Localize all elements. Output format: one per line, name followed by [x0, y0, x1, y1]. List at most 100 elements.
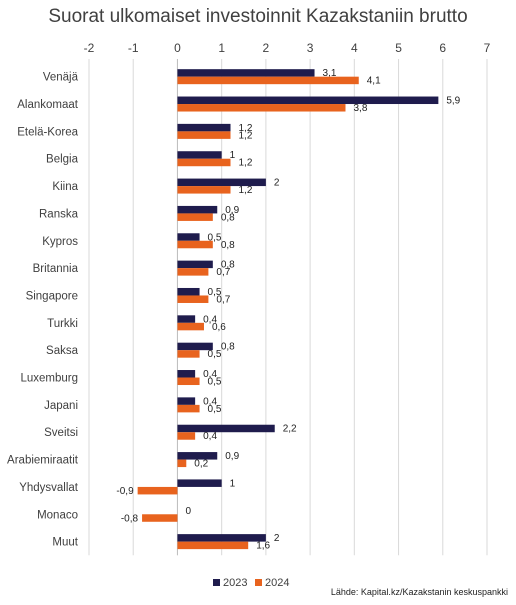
category-label: Kypros	[42, 236, 78, 248]
data-label: 0,9	[225, 451, 239, 462]
x-tick-label: 3	[307, 41, 314, 55]
data-label: 1,2	[239, 158, 253, 169]
bar-2024	[177, 459, 187, 468]
data-label: 0,4	[203, 431, 217, 442]
data-label: 0,8	[221, 260, 235, 271]
bar-2023	[177, 205, 218, 214]
bar-2024	[177, 350, 200, 358]
category-label: Japani	[44, 400, 78, 412]
data-label: 0,6	[212, 322, 226, 333]
category-label: Yhdysvallat	[19, 482, 79, 494]
bar-2024	[177, 186, 231, 194]
data-label: 0,5	[208, 349, 222, 360]
category-label: Sveitsi	[44, 427, 78, 439]
bar-2024	[177, 76, 359, 85]
bar-2023	[177, 123, 231, 132]
bar-2024	[177, 104, 346, 112]
chart-title: Suorat ulkomaiset investoinnit Kazakstan…	[48, 6, 468, 27]
bar-2024	[177, 131, 231, 139]
x-tick-label: 4	[351, 41, 358, 55]
category-label: Turkki	[47, 318, 78, 330]
x-tick-label: 7	[484, 41, 491, 55]
category-label: Ranska	[39, 208, 79, 220]
bar-2024	[177, 541, 249, 550]
data-label: 1,6	[256, 541, 270, 552]
data-label: 5,9	[446, 96, 460, 107]
bar-2023	[177, 370, 196, 378]
data-label: 0,5	[208, 232, 222, 243]
bar-2024	[177, 295, 209, 303]
category-label: Muut	[52, 537, 78, 549]
bar-2023	[177, 69, 315, 77]
category-label: Luxemburg	[20, 373, 78, 385]
bar-2023	[177, 151, 222, 159]
bar-2024	[177, 158, 231, 167]
data-label: 0,4	[203, 314, 217, 325]
data-label: 1,2	[239, 185, 253, 196]
data-label: 0,5	[208, 377, 222, 388]
category-label: Alankomaat	[17, 99, 79, 111]
x-tick-label: 1	[218, 41, 225, 55]
legend-swatch	[213, 579, 220, 586]
bar-2023	[177, 534, 266, 542]
bar-2023	[177, 233, 200, 241]
x-tick-label: -2	[84, 41, 95, 55]
legend-swatch	[255, 579, 262, 586]
bar-2023	[177, 452, 218, 460]
data-label: 0,9	[225, 205, 239, 216]
category-label: Arabiemiraatit	[7, 455, 79, 467]
data-label: 0	[185, 506, 191, 517]
data-label: 1,2	[239, 123, 253, 134]
bar-2023	[177, 397, 196, 405]
x-tick-label: 0	[174, 41, 181, 55]
category-label: Venäjä	[43, 72, 79, 84]
bar-2024	[177, 213, 213, 221]
data-label: 0,5	[208, 287, 222, 298]
data-label: 2	[274, 178, 280, 189]
x-tick-label: -1	[128, 41, 139, 55]
bar-2023	[177, 96, 439, 105]
data-label: 4,1	[367, 76, 381, 87]
data-label: 3,8	[353, 103, 367, 114]
x-tick-label: 6	[439, 41, 446, 55]
data-label: 0,8	[221, 240, 235, 251]
data-label: 0,7	[216, 294, 230, 305]
legend-label: 2024	[265, 577, 289, 589]
category-label: Saksa	[46, 345, 79, 357]
bar-2023	[177, 287, 200, 296]
data-label: -0,8	[121, 513, 139, 524]
data-label: 0,7	[216, 267, 230, 278]
bar-2023	[177, 424, 275, 433]
x-tick-label: 5	[395, 41, 402, 55]
bar-2024	[177, 377, 200, 386]
bar-2024	[177, 240, 213, 249]
data-label: 0,8	[221, 212, 235, 223]
bar-2024	[177, 322, 204, 331]
data-label: 2,2	[283, 424, 297, 435]
data-label: 0,2	[194, 459, 208, 470]
bar-2023	[177, 342, 213, 351]
bar-2024	[137, 486, 178, 495]
data-label: 0,8	[221, 342, 235, 353]
bar-2023	[177, 315, 196, 323]
category-label: Britannia	[33, 263, 79, 275]
bar-2024	[177, 432, 196, 440]
legend-label: 2023	[223, 577, 247, 589]
data-label: 0,5	[208, 404, 222, 415]
category-label: Belgia	[46, 154, 79, 166]
bar-2023	[177, 479, 222, 487]
category-label: Singapore	[26, 290, 78, 302]
bar-2023	[177, 178, 266, 187]
bar-2024	[177, 268, 209, 276]
bar-2023	[177, 260, 213, 269]
data-label: 1	[230, 478, 236, 489]
data-label: 0,4	[203, 396, 217, 407]
category-label: Etelä-Korea	[17, 126, 78, 138]
data-label: 1,2	[239, 130, 253, 141]
chart-source: Lähde: Kapital.kz/Kazakstanin keskuspank…	[330, 587, 508, 597]
category-label: Monaco	[37, 509, 78, 521]
category-label: Kiina	[52, 181, 78, 193]
data-label: 3,1	[323, 68, 337, 79]
data-label: 0,4	[203, 369, 217, 380]
